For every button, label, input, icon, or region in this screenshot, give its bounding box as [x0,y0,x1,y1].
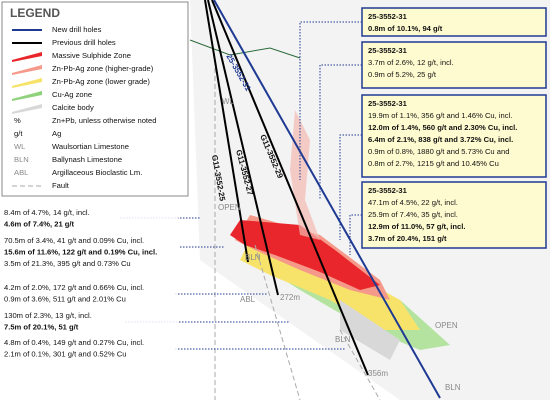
callout-line: 0.8m of 10.1%, 94 g/t [368,24,443,33]
callout-line: 2.1m of 0.1%, 301 g/t and 0.52% Cu [4,350,126,359]
callout-line: 12.0m of 1.4%, 560 g/t and 2.30% Cu, inc… [368,123,517,132]
drill-hole [204,0,249,263]
section-label: 272m [280,293,300,302]
callout-line: 12.9m of 11.0%, 57 g/t, incl. [368,222,466,231]
callout-bg [2,207,178,231]
callout-bg [2,282,178,306]
legend-label: Fault [52,181,70,190]
callout-line: 4.6m of 7.4%, 21 g/t [4,220,75,229]
callout-line: 47.1m of 4.5%, 22 g/t, incl. [368,198,458,207]
callout-line: 19.9m of 1.1%, 356 g/t and 1.46% Cu, inc… [368,111,512,120]
callout-line: 3.7m of 20.4%, 151 g/t [368,234,447,243]
callout-line: 25.9m of 7.4%, 35 g/t, incl. [368,210,458,219]
section-label: BLN [335,335,351,344]
callout-line: 6.4m of 2.1%, 838 g/t and 3.72% Cu, incl… [368,135,513,144]
legend: LEGEND % g/t WL BLN ABL New drill holes P… [1,1,189,197]
callout-line: 8.4m of 4.7%, 14 g/t, incl. [4,208,90,217]
fault [254,244,301,400]
connector [339,134,362,240]
callout-box [361,7,547,37]
callout-line: 3.7m of 2.6%, 12 g/t, incl. [368,58,454,67]
massive-sulphide [230,220,380,290]
callout-line: 70.5m of 3.4%, 41 g/t and 0.09% Cu, incl… [4,236,144,245]
legend-symbol [12,65,42,75]
callout-line: 130m of 2.3%, 13 g/t, incl. [4,311,92,320]
legend-title: LEGEND [10,6,60,20]
legend-label: Argillaceous Bioclastic Lm. [52,168,142,177]
legend-symbol [12,91,42,101]
callout-line: 0.9m of 0.8%, 1880 g/t and 5.73% Cu and [368,147,509,156]
callout-line: 0.9m of 5.2%, 25 g/t [368,70,437,79]
drill-hole [207,0,279,296]
section-label: OPEN [218,203,241,212]
legend-symbol-text: WL [14,142,25,151]
callout-line: 0.8m of 2.7%, 1215 g/t and 10.45% Cu [368,159,499,168]
legend-symbol-text: BLN [14,155,29,164]
calcite [340,300,400,360]
callout-title: 25-3552-31 [368,12,408,21]
callout-line: 15.6m of 11.6%, 122 g/t and 0.19% Cu, in… [4,248,157,257]
callout-bg [2,337,178,361]
callout-bg [2,310,178,334]
legend-symbol-text: g/t [14,129,23,138]
legend-symbol-text: ABL [14,168,28,177]
connector [319,64,362,200]
legend-symbol [12,104,42,114]
legend-label: Cu-Ag zone [52,90,92,99]
section-label: BLN [445,383,461,392]
legend-symbol-text: % [14,116,21,125]
legend-box [1,1,189,197]
callout-bg [2,235,178,271]
callout-title: 25-3552-31 [368,99,408,108]
callout-box [361,94,547,178]
legend-label: Massive Sulphide Zone [52,51,131,60]
legend-label: Zn-Pb-Ag zone (higher-grade) [52,64,154,73]
fault [339,329,381,400]
legend-label: Previous drill holes [52,38,116,47]
section-label: OPEN [435,321,458,330]
callout-title: 25-3552-31 [368,186,408,195]
callout-line: 4.8m of 0.4%, 149 g/t and 0.27% Cu, incl… [4,338,144,347]
section-label: 356m [368,369,388,378]
callout-line: 3.5m of 21.3%, 395 g/t and 0.73% Cu [4,259,131,268]
callout-line: 7.5m of 20.1%, 51 g/t [4,323,79,332]
callout-box [361,41,547,89]
legend-label: Ag [52,129,61,138]
legend-symbol [12,52,42,62]
drill-hole-new [213,0,441,399]
legend-symbol [12,78,42,88]
callout-line: 4.2m of 2.0%, 172 g/t and 0.66% Cu, incl… [4,283,144,292]
connector [349,214,362,255]
legend-label: Calcite body [52,103,94,112]
legend-label: Waulsortian Limestone [52,142,129,151]
callout-title: 25-3552-31 [368,46,408,55]
legend-label: New drill holes [52,25,102,34]
legend-label: Zn-Pb-Ag zone (lower grade) [52,77,150,86]
surface [189,39,301,59]
legend-label: Zn+Pb, unless otherwise noted [52,116,156,125]
section-label: ABL [240,295,256,304]
callout-box [361,181,547,249]
section-label: BLN [245,253,261,262]
section-label: WL [222,97,235,106]
callout-line: 0.9m of 3.6%, 511 g/t and 2.01% Cu [4,295,126,304]
drill-hole [211,0,369,376]
legend-label: Ballynash Limestone [52,155,122,164]
